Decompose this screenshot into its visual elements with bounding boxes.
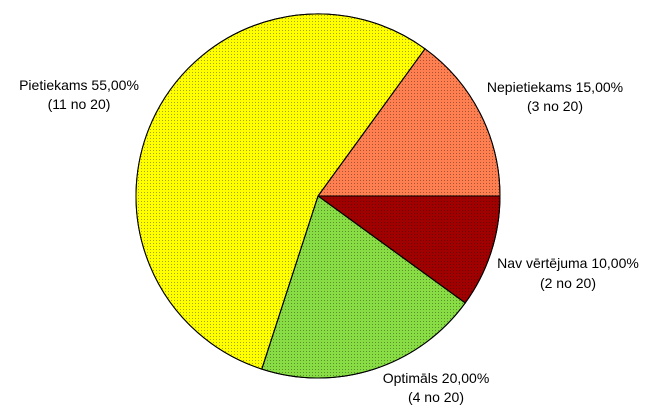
pie-slice-texture <box>261 195 466 379</box>
pie-labels: Nepietiekams 15,00% (3 no 20) Nav vērtējum… <box>19 77 639 405</box>
pie-slice-texture <box>317 48 501 197</box>
slice-count-nepietiekams: (3 no 20) <box>527 98 583 114</box>
pie-slices <box>135 13 501 379</box>
pie-slice-optimals <box>261 195 466 379</box>
pie-slice-nepietiekams <box>317 48 501 197</box>
slice-count-optimals: (4 no 20) <box>408 389 464 405</box>
slice-count-pietiekams: (11 no 20) <box>48 96 111 112</box>
slice-label-nepietiekams: Nepietiekams 15,00% <box>487 79 623 95</box>
pie-slice-nav <box>316 195 501 304</box>
pie-slice-texture <box>316 195 501 304</box>
slice-label-pietiekams: Pietiekams 55,00% <box>19 77 139 93</box>
pie-slice-pietiekams <box>135 13 426 370</box>
slice-label-optimals: Optimāls 20,00% <box>383 370 490 386</box>
slice-label-nav: Nav vērtējuma 10,00% <box>497 255 639 271</box>
pie-slice-texture <box>135 13 426 370</box>
slice-count-nav: (2 no 20) <box>540 275 596 291</box>
